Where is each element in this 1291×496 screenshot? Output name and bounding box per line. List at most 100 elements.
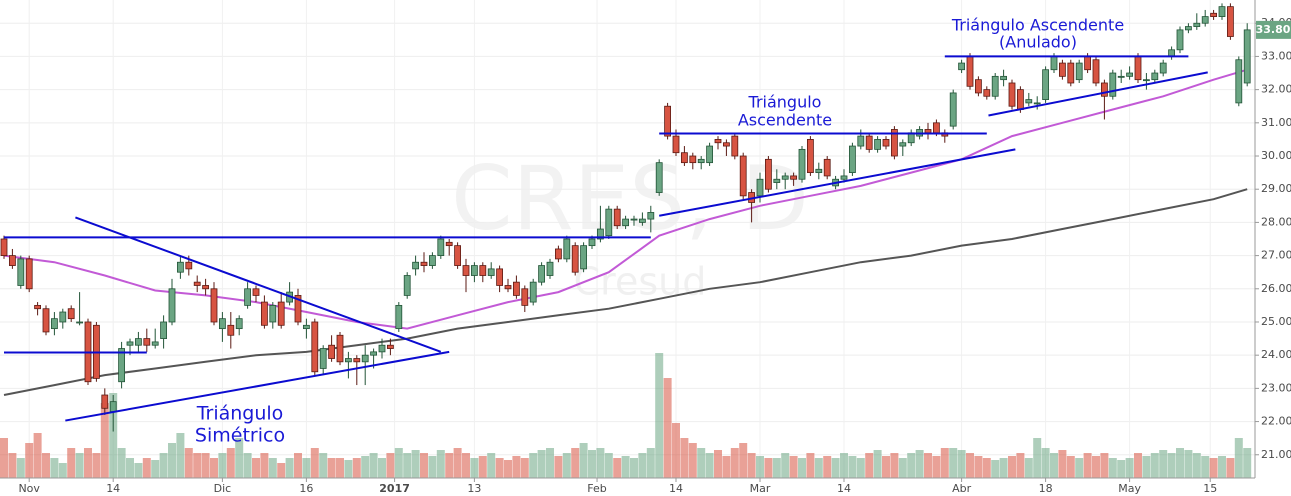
volume-bar <box>252 458 260 478</box>
volume-bar <box>537 450 546 478</box>
volume-bar <box>1184 450 1193 478</box>
volume-bar <box>226 448 235 478</box>
candle-body <box>51 318 58 330</box>
candle-body <box>1008 82 1016 107</box>
volume-bar <box>705 453 714 478</box>
candle-body <box>706 145 713 164</box>
volume-bar <box>571 448 580 478</box>
volume-bar <box>604 453 613 478</box>
volume-bar <box>462 453 470 478</box>
candle-body <box>739 155 747 197</box>
candle-body <box>185 261 193 270</box>
candle-body <box>378 344 386 353</box>
volume-bar <box>621 456 630 478</box>
candle-body <box>143 338 151 346</box>
volume-bar <box>1150 453 1159 478</box>
candle-body <box>983 89 991 97</box>
volume-bar <box>75 453 84 478</box>
candle-body <box>193 281 201 286</box>
candle-body <box>899 142 907 147</box>
y-tick-label: 30.00 <box>1261 149 1291 162</box>
y-tick-label: 33.00 <box>1261 49 1291 62</box>
candle-body <box>1033 102 1041 105</box>
volume-bar <box>159 453 168 478</box>
candle-body <box>328 344 336 359</box>
trendlines <box>4 55 1208 422</box>
volume-bar <box>277 463 286 478</box>
volume-bar <box>579 443 588 478</box>
volume-bar <box>1066 456 1075 478</box>
x-tick-label: Feb <box>587 482 606 495</box>
volume-bar <box>403 453 412 478</box>
volume-bar <box>352 458 361 478</box>
volume-bar <box>378 458 386 478</box>
annotation: Ascendente <box>738 111 832 130</box>
candle-body <box>1151 72 1159 81</box>
volume-bar <box>772 458 781 478</box>
volume-bar <box>831 458 840 478</box>
candle-body <box>588 238 596 247</box>
volume-bar <box>0 438 8 478</box>
candle-body <box>134 338 142 346</box>
candle-body <box>798 148 806 180</box>
volume-bar <box>1100 453 1109 478</box>
candle-body <box>865 135 873 150</box>
candle-body <box>975 79 982 94</box>
candle-body <box>655 162 663 193</box>
volume-bar <box>890 453 899 478</box>
volume-bar <box>865 453 874 478</box>
volume-bar <box>176 433 185 478</box>
volume-bar <box>1092 456 1100 478</box>
candle-body <box>277 301 285 326</box>
candle-body <box>479 265 487 276</box>
volume-bar <box>201 453 210 478</box>
volume-bar <box>168 443 176 478</box>
volume-bar <box>1033 438 1042 478</box>
candle-body <box>361 354 369 363</box>
volume-bar <box>840 453 848 478</box>
candle-body <box>664 105 671 137</box>
candle-body <box>420 261 428 266</box>
volume-bar <box>92 453 101 478</box>
volume-bar <box>411 450 420 478</box>
candle-body <box>790 175 797 180</box>
volume-bar <box>1192 453 1201 478</box>
volume-bar <box>1209 458 1218 478</box>
candle-body <box>202 285 210 290</box>
candle-body <box>991 75 999 97</box>
candle-body <box>395 304 403 330</box>
volume-bar <box>1058 450 1067 478</box>
candle-body <box>8 255 16 266</box>
candle-body <box>1176 29 1184 51</box>
candle-body <box>924 129 932 134</box>
volume-bar <box>756 456 764 478</box>
volume-bar <box>915 450 924 478</box>
volume-bar <box>100 403 109 478</box>
x-tick-label: 16 <box>299 482 313 495</box>
volume-bar <box>613 458 622 478</box>
candle-body <box>571 245 579 273</box>
x-tick-label: Abr <box>952 482 972 495</box>
candle-body <box>244 288 252 306</box>
price-tag-label: 33.80 <box>1256 23 1291 36</box>
volume-bar <box>646 448 655 478</box>
candle-body <box>630 218 638 221</box>
candle-body <box>428 255 436 266</box>
candle-body <box>101 394 109 409</box>
candle-body <box>487 268 495 276</box>
candle-body <box>437 238 445 256</box>
x-tick-label: 18 <box>1039 482 1053 495</box>
candle-body <box>126 341 134 346</box>
candle-body <box>109 401 117 413</box>
trendline <box>65 350 450 422</box>
candle-body <box>580 245 587 270</box>
candle-body <box>1227 6 1234 37</box>
volume-bar <box>25 443 34 478</box>
volume-bar <box>1024 458 1033 478</box>
volume-bar <box>630 458 638 478</box>
candle-body <box>1185 26 1192 31</box>
candle-body <box>269 304 277 323</box>
volume-bar <box>260 453 269 478</box>
volume-bar <box>848 456 857 478</box>
